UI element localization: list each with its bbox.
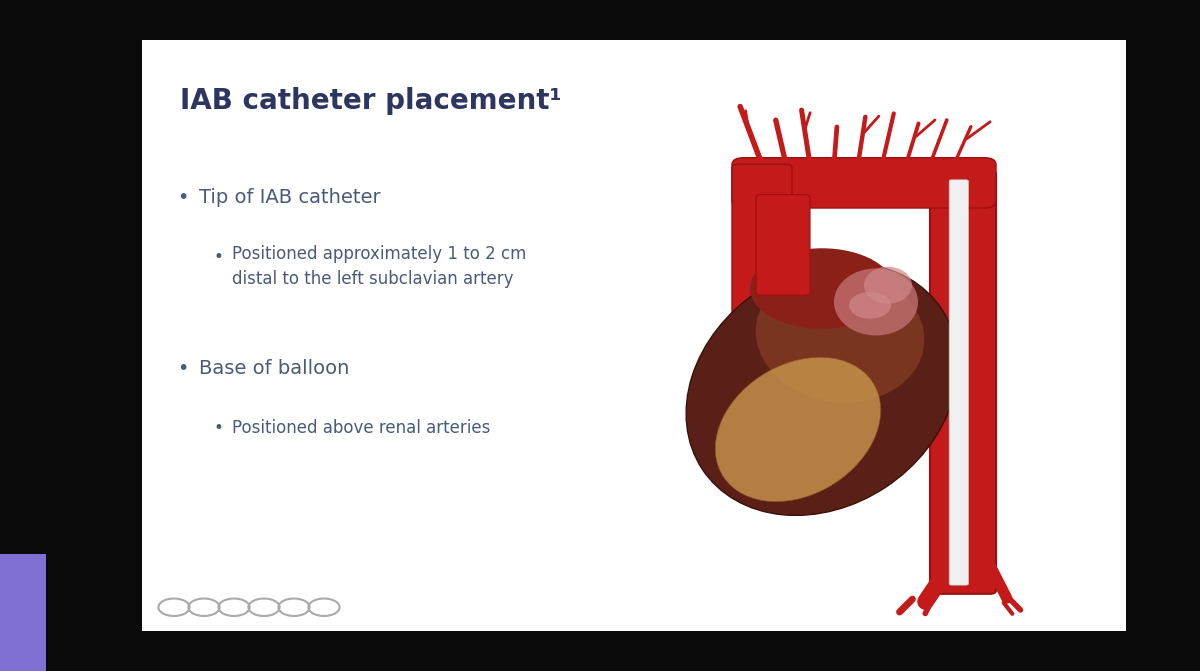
FancyArrowPatch shape [907, 123, 918, 162]
Text: Base of balloon: Base of balloon [199, 359, 349, 378]
FancyBboxPatch shape [732, 158, 996, 208]
FancyArrowPatch shape [1003, 603, 1013, 614]
Text: •: • [178, 188, 188, 207]
FancyArrowPatch shape [745, 111, 748, 125]
FancyArrowPatch shape [955, 127, 971, 162]
FancyArrowPatch shape [931, 120, 947, 162]
Bar [0, 554, 46, 671]
Ellipse shape [834, 268, 918, 336]
FancyArrowPatch shape [967, 121, 990, 139]
FancyArrowPatch shape [834, 127, 836, 162]
FancyArrowPatch shape [925, 552, 959, 602]
FancyArrowPatch shape [864, 116, 878, 132]
FancyArrowPatch shape [740, 107, 761, 162]
Text: Tip of IAB catheter: Tip of IAB catheter [199, 188, 380, 207]
Ellipse shape [750, 248, 894, 329]
FancyArrowPatch shape [916, 120, 935, 136]
FancyArrowPatch shape [925, 607, 929, 613]
FancyArrowPatch shape [985, 556, 1007, 598]
FancyArrowPatch shape [883, 113, 894, 162]
FancyArrowPatch shape [802, 110, 810, 162]
FancyBboxPatch shape [949, 180, 968, 585]
Text: •: • [214, 248, 223, 266]
FancyArrowPatch shape [900, 599, 912, 612]
Text: •: • [214, 419, 223, 437]
Ellipse shape [864, 267, 912, 304]
Ellipse shape [686, 263, 958, 515]
Ellipse shape [850, 292, 890, 319]
Ellipse shape [756, 268, 924, 403]
Text: Positioned above renal arteries: Positioned above renal arteries [232, 419, 490, 437]
Text: Positioned approximately 1 to 2 cm
distal to the left subclavian artery: Positioned approximately 1 to 2 cm dista… [232, 245, 526, 288]
Bar [142, 40, 1126, 631]
FancyBboxPatch shape [732, 164, 792, 339]
FancyArrowPatch shape [775, 120, 785, 162]
FancyArrowPatch shape [1010, 599, 1020, 610]
FancyBboxPatch shape [756, 195, 810, 295]
Text: •: • [178, 359, 188, 378]
Text: IAB catheter placement¹: IAB catheter placement¹ [180, 87, 562, 115]
Ellipse shape [715, 357, 881, 502]
FancyBboxPatch shape [930, 171, 996, 594]
FancyArrowPatch shape [858, 117, 865, 162]
FancyArrowPatch shape [805, 113, 810, 127]
